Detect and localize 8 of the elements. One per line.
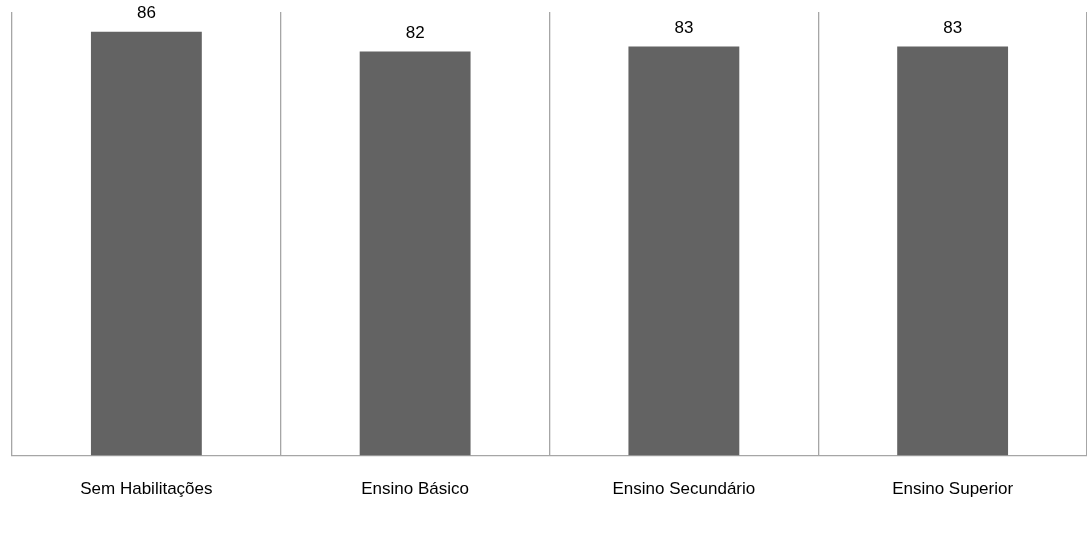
x-tick-label: Ensino Básico xyxy=(361,479,469,499)
data-label: 83 xyxy=(943,17,963,37)
x-tick-label: Ensino Superior xyxy=(892,479,1014,499)
data-label: 83 xyxy=(674,17,694,37)
data-label: 82 xyxy=(405,22,425,42)
data-label: 86 xyxy=(136,2,156,22)
x-tick-label: Ensino Secundário xyxy=(612,479,756,499)
x-tick-label: Sem Habilitações xyxy=(80,479,213,499)
